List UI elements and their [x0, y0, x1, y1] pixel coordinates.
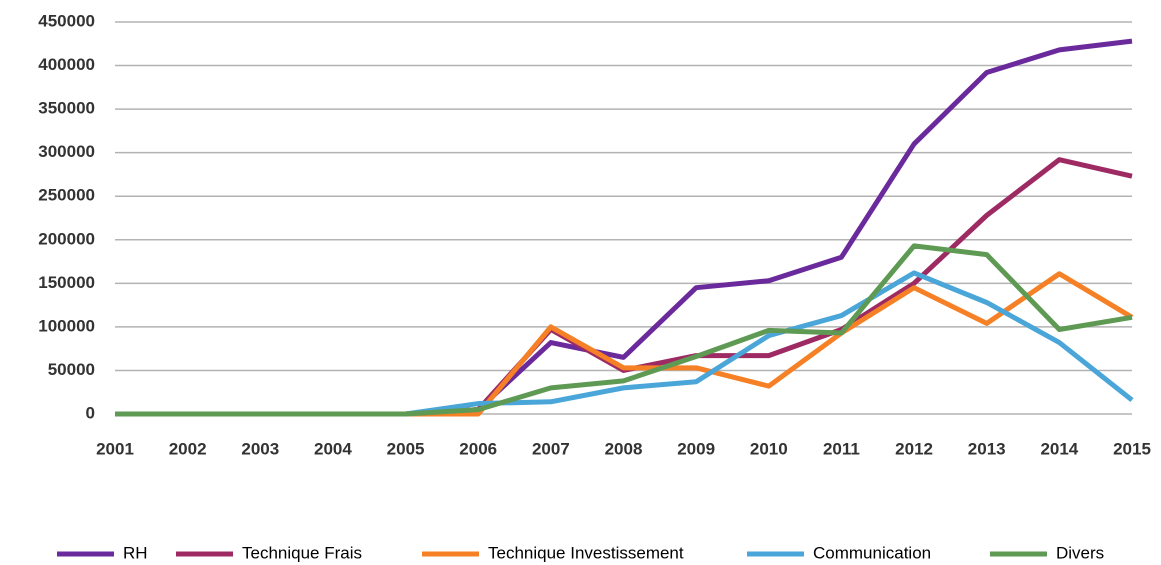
x-tick-label: 2002 — [169, 439, 207, 458]
legend-label: Technique Investissement — [488, 543, 684, 562]
y-tick-label: 350000 — [38, 99, 95, 118]
y-tick-label: 150000 — [38, 273, 95, 292]
x-tick-label: 2008 — [605, 439, 643, 458]
y-tick-label: 100000 — [38, 316, 95, 335]
y-tick-label: 300000 — [38, 142, 95, 161]
x-tick-label: 2004 — [314, 439, 352, 458]
legend-label: RH — [123, 543, 148, 562]
legend-label: Divers — [1056, 543, 1104, 562]
y-tick-label: 0 — [86, 403, 95, 422]
y-tick-label: 200000 — [38, 229, 95, 248]
x-tick-label: 2014 — [1040, 439, 1078, 458]
x-tick-label: 2001 — [96, 439, 134, 458]
series-line — [115, 38, 1133, 417]
x-tick-label: 2012 — [895, 439, 933, 458]
x-tick-label: 2010 — [750, 439, 788, 458]
x-tick-label: 2007 — [532, 439, 570, 458]
x-tick-label: 2006 — [459, 439, 497, 458]
y-tick-label: 50000 — [48, 360, 95, 379]
x-tick-label: 2013 — [968, 439, 1006, 458]
series-line — [115, 157, 1133, 417]
series-line — [115, 243, 1133, 417]
legend-label: Technique Frais — [242, 543, 362, 562]
series-line — [115, 270, 1134, 417]
x-tick-label: 2003 — [241, 439, 279, 458]
y-tick-label: 400000 — [38, 55, 95, 74]
x-tick-label: 2015 — [1113, 439, 1151, 458]
x-tick-label: 2009 — [677, 439, 715, 458]
y-tick-label: 250000 — [38, 186, 95, 205]
x-tick-label: 2005 — [387, 439, 425, 458]
y-tick-label: 450000 — [38, 11, 95, 30]
x-tick-label: 2011 — [823, 439, 860, 458]
series-line — [115, 271, 1134, 417]
legend-label: Communication — [813, 543, 931, 562]
